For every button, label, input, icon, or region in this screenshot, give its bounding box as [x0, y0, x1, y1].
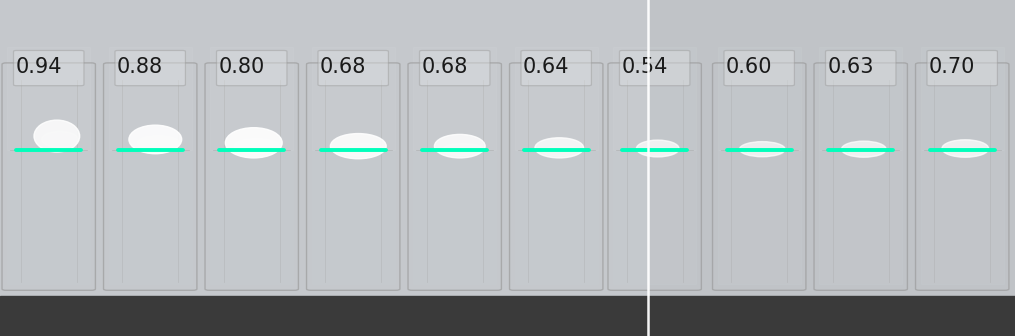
Ellipse shape — [35, 120, 79, 152]
Bar — [718, 47, 801, 150]
Bar — [613, 150, 696, 284]
FancyBboxPatch shape — [521, 50, 592, 86]
Ellipse shape — [234, 139, 279, 154]
Bar — [819, 150, 902, 284]
Bar — [0, 296, 1015, 336]
Bar — [921, 150, 1004, 284]
Bar — [109, 47, 192, 150]
FancyBboxPatch shape — [619, 50, 690, 86]
Bar — [921, 47, 1004, 150]
FancyBboxPatch shape — [115, 50, 186, 86]
Bar — [7, 47, 90, 150]
Ellipse shape — [841, 141, 886, 157]
Ellipse shape — [849, 149, 885, 157]
Ellipse shape — [747, 149, 784, 156]
Bar — [819, 47, 902, 150]
Text: 0.60: 0.60 — [726, 57, 772, 77]
FancyBboxPatch shape — [927, 50, 998, 86]
Text: 0.54: 0.54 — [621, 57, 668, 77]
Text: 0.63: 0.63 — [827, 57, 874, 77]
Bar — [210, 150, 293, 284]
Ellipse shape — [330, 134, 386, 159]
FancyBboxPatch shape — [724, 50, 795, 86]
Ellipse shape — [443, 144, 483, 155]
Text: 0.94: 0.94 — [15, 57, 62, 77]
Bar — [413, 150, 496, 284]
Bar — [109, 150, 192, 284]
FancyBboxPatch shape — [216, 50, 287, 86]
Text: 0.64: 0.64 — [523, 57, 569, 77]
FancyBboxPatch shape — [419, 50, 490, 86]
FancyBboxPatch shape — [318, 50, 389, 86]
Bar — [515, 150, 598, 284]
Ellipse shape — [129, 125, 182, 154]
Bar — [0, 0, 648, 336]
Ellipse shape — [535, 138, 584, 158]
Text: 0.68: 0.68 — [320, 57, 366, 77]
Ellipse shape — [225, 128, 282, 158]
Bar — [312, 150, 395, 284]
Ellipse shape — [636, 140, 679, 157]
Ellipse shape — [543, 146, 582, 156]
Ellipse shape — [739, 142, 785, 157]
Bar — [718, 150, 801, 284]
Text: 0.80: 0.80 — [218, 57, 265, 77]
Ellipse shape — [339, 143, 384, 156]
Text: 0.68: 0.68 — [421, 57, 468, 77]
Ellipse shape — [950, 148, 987, 156]
Bar — [515, 47, 598, 150]
Bar — [648, 0, 1015, 336]
Text: 0.88: 0.88 — [117, 57, 163, 77]
Bar — [210, 47, 293, 150]
Ellipse shape — [644, 148, 678, 156]
Ellipse shape — [434, 134, 485, 158]
Ellipse shape — [137, 136, 180, 150]
FancyBboxPatch shape — [825, 50, 896, 86]
Bar — [312, 47, 395, 150]
FancyBboxPatch shape — [13, 50, 84, 86]
Text: 0.70: 0.70 — [929, 57, 975, 77]
Bar — [413, 47, 496, 150]
Ellipse shape — [42, 131, 78, 148]
Bar — [7, 150, 90, 284]
Ellipse shape — [942, 140, 989, 157]
Bar — [613, 47, 696, 150]
